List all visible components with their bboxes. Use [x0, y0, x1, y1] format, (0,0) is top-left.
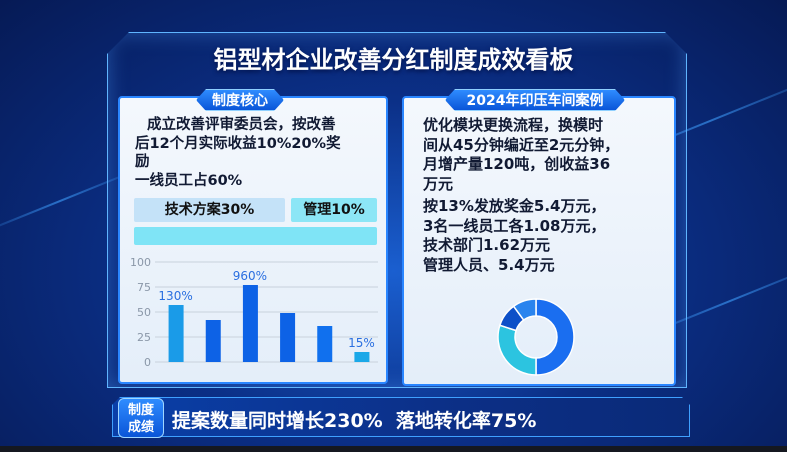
- text-line: 3名一线员工各1.08万元，: [423, 216, 606, 235]
- bar: [242, 285, 258, 362]
- text-line: 万元: [423, 174, 454, 193]
- y-tick-label: 100: [130, 256, 151, 269]
- page-title: 铝型材企业改善分红制度成效看板: [213, 46, 574, 74]
- bar: [168, 305, 184, 362]
- badge-line: 制度: [127, 403, 154, 418]
- badge-line: 成绩: [127, 420, 154, 435]
- y-tick-label: 50: [137, 306, 151, 319]
- worker-share-bar: [134, 227, 377, 245]
- bar: [317, 326, 333, 362]
- text-line: 优化模块更换流程，换模时: [423, 116, 604, 134]
- results-bar: [112, 397, 690, 437]
- bar-chart: 0 25 50 75 100 130% 960% 15%: [130, 256, 378, 369]
- right-panel: [402, 96, 676, 386]
- bottom-strip: [0, 446, 787, 452]
- text-line: 成立改善评审委员会，按改善: [147, 117, 336, 133]
- text-line: 技术部门1.62万元: [423, 236, 551, 254]
- policy-text: 成立改善评审委员会，按改善 后12个月实际收益10%20%奖 励 一线员工占60…: [135, 116, 385, 190]
- bar: [280, 313, 296, 362]
- tech-share-box: 技术方案30%: [134, 198, 285, 222]
- bar-data-label: 960%: [233, 269, 267, 283]
- y-tick-label: 75: [137, 281, 151, 294]
- tab-system-core: 制度核心: [196, 89, 284, 111]
- text-line: 一线员工占60%: [135, 172, 243, 189]
- case-text: 优化模块更换流程，换模时 间从45分钟编近至2元分钟， 月增产量120吨，创收益36…: [423, 116, 673, 275]
- results-text: 提案数量同时增长230% 落地转化率75%: [172, 410, 537, 432]
- donut-slice: [512, 298, 537, 322]
- text-line: 月增产量120吨，创收益36: [423, 155, 611, 173]
- y-tick-label: 0: [144, 356, 151, 369]
- bar: [354, 352, 370, 362]
- results-badge: 制度 成绩: [118, 398, 164, 438]
- tab-case-2024: 2024年印压车间案例: [445, 89, 625, 111]
- mgmt-share-box: 管理10%: [291, 198, 377, 222]
- bar-data-label: 15%: [348, 336, 375, 350]
- text-line: 间从45分钟编近至2元分钟，: [423, 135, 620, 154]
- text-line: 按13%发放奖金5.4万元，: [423, 197, 606, 215]
- bar-data-label: 130%: [158, 289, 192, 303]
- bar: [205, 320, 221, 362]
- y-tick-label: 25: [137, 331, 151, 344]
- dashboard-frame: [107, 32, 687, 388]
- donut-chart: [497, 298, 575, 376]
- text-line: 励: [135, 154, 150, 170]
- donut-slice: [497, 324, 537, 376]
- text-line: 管理人员、5.4万元: [423, 255, 555, 274]
- text-line: 后12个月实际收益10%20%奖: [135, 135, 341, 152]
- donut-slice: [535, 298, 575, 376]
